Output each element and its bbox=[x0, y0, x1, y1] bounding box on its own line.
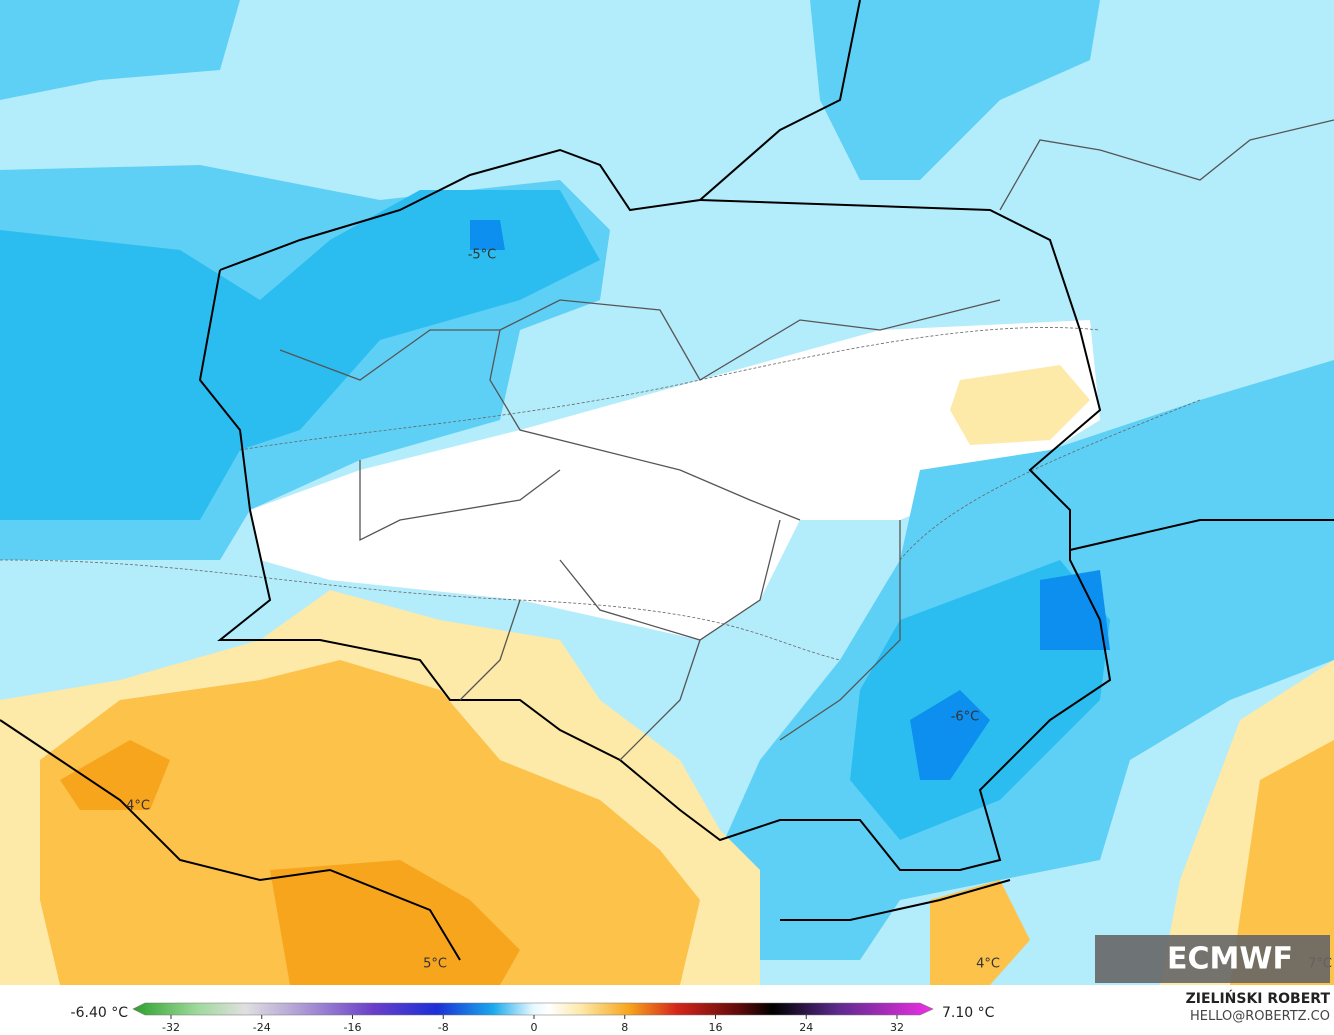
colorbar bbox=[132, 1002, 934, 1016]
colorbar-tick-label: 16 bbox=[709, 1021, 723, 1034]
colorbar-tick-label: 0 bbox=[531, 1021, 538, 1034]
borders bbox=[0, 0, 1334, 961]
colorbar-tick-label: -24 bbox=[253, 1021, 271, 1034]
colorbar-tick-label: -8 bbox=[438, 1021, 449, 1034]
legend-max: 7.10 °C bbox=[942, 1005, 995, 1021]
map-label: -5°C bbox=[468, 248, 497, 263]
colorbar-tick-label: 32 bbox=[890, 1021, 904, 1034]
map-label: 4°C bbox=[126, 799, 150, 814]
legend-min: -6.40 °C bbox=[71, 1005, 129, 1021]
logo-box bbox=[1095, 935, 1330, 983]
colorbar-tick-label: -32 bbox=[162, 1021, 180, 1034]
map-label: 5°C bbox=[423, 957, 447, 972]
author: ZIELIŃSKI ROBERT bbox=[1186, 989, 1331, 1007]
contact: HELLO@ROBERTZ.CO bbox=[1190, 1009, 1330, 1024]
temperature-field bbox=[0, 0, 1334, 985]
logo: ECMWF bbox=[1167, 942, 1293, 977]
map-label: -6°C bbox=[951, 710, 980, 725]
map-label: 4°C bbox=[976, 957, 1000, 972]
colorbar-tick-label: 8 bbox=[621, 1021, 628, 1034]
colorbar-tick-label: 24 bbox=[799, 1021, 813, 1034]
colorbar-tick-label: -16 bbox=[344, 1021, 362, 1034]
